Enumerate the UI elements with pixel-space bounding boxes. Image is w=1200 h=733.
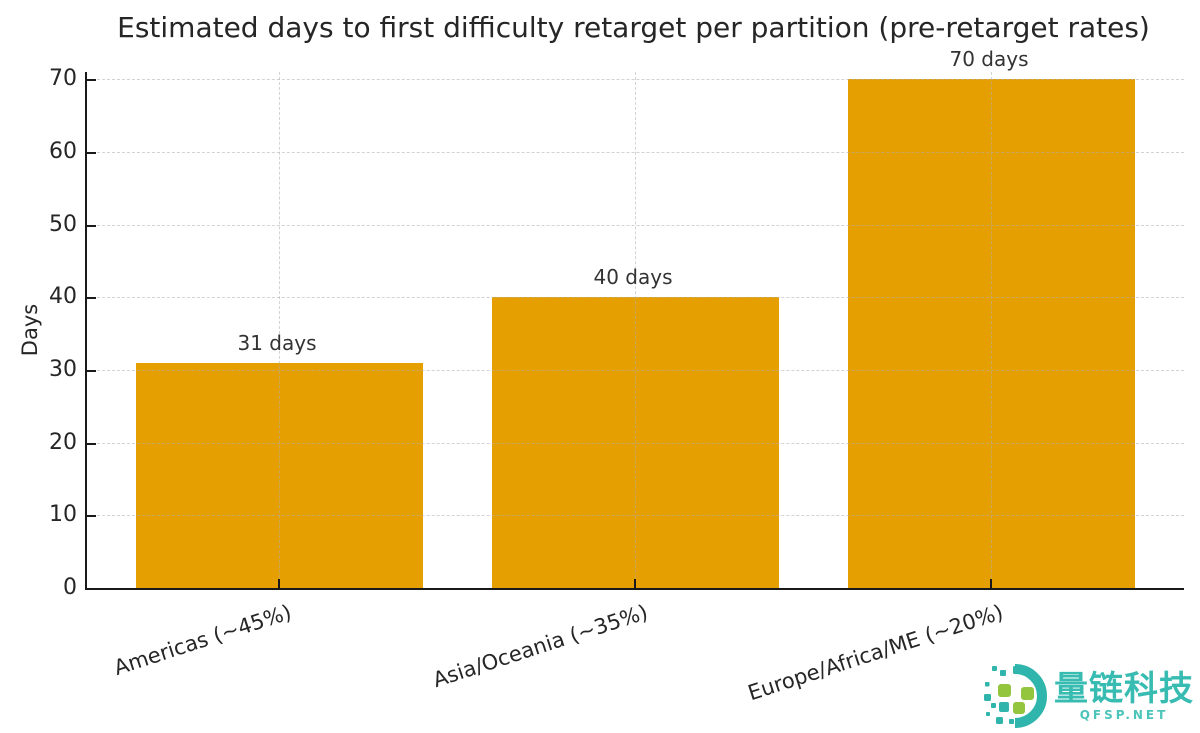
chart-title: Estimated days to first difficulty retar… [117, 11, 1150, 44]
ytick-label-40: 40 [49, 284, 77, 310]
gridline-x-1 [279, 72, 280, 588]
plot-area [85, 72, 1184, 590]
ytick-mark-20 [87, 442, 96, 445]
bar-value-label-3: 70 days [949, 47, 1029, 72]
ytick-label-10: 10 [49, 502, 77, 528]
xtick-label-1: Americas (~45%) [111, 600, 295, 680]
ytick-mark-60 [87, 151, 96, 154]
ytick-label-0: 0 [63, 575, 77, 600]
ytick-mark-30 [87, 369, 96, 372]
gridline-x-2 [635, 72, 636, 588]
ytick-mark-50 [87, 224, 96, 227]
gridline-x-3 [991, 72, 992, 588]
ytick-label-60: 60 [49, 138, 77, 164]
bar-value-label-2: 40 days [593, 265, 673, 290]
ytick-label-20: 20 [49, 429, 77, 455]
brand-site: QFSP.NET [1079, 707, 1169, 722]
xtick-mark-2 [634, 579, 636, 588]
ytick-mark-40 [87, 297, 96, 300]
ytick-mark-70 [87, 79, 96, 82]
ytick-mark-0 [87, 588, 96, 590]
ytick-label-70: 70 [49, 66, 77, 92]
xtick-mark-1 [278, 579, 280, 588]
bar-value-label-1: 31 days [237, 330, 317, 355]
ytick-label-30: 30 [49, 356, 77, 382]
ytick-mark-10 [87, 515, 96, 518]
xtick-label-2: Asia/Oceania (~35%) [429, 600, 651, 693]
xtick-label-3: Europe/Africa/ME (~20%) [745, 600, 1007, 706]
ytick-label-50: 50 [49, 211, 77, 237]
brand-name: 量链科技 [1054, 668, 1194, 709]
watermark: 量链科技 QFSP.NET [982, 663, 1194, 729]
brand-logo-icon [984, 664, 1047, 728]
y-axis-label: Days [18, 303, 42, 357]
xtick-mark-3 [990, 579, 992, 588]
